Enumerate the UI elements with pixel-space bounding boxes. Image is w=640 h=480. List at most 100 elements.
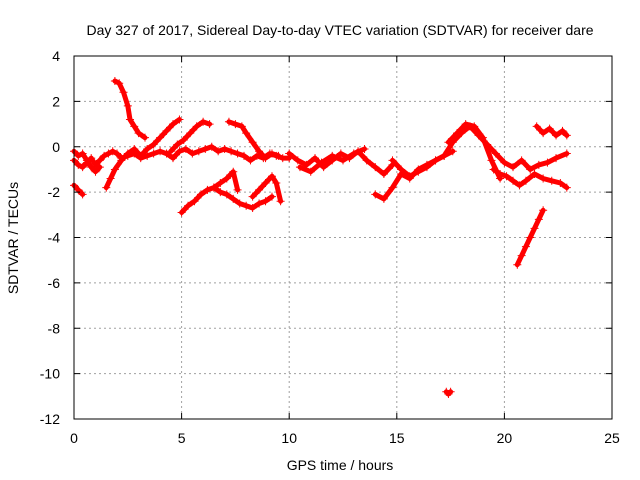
data-point — [220, 145, 229, 154]
y-tick-label: 0 — [52, 139, 60, 155]
data-point — [293, 156, 302, 165]
data-point — [261, 179, 270, 188]
data-point — [379, 194, 388, 203]
data-point — [530, 169, 539, 178]
data-point — [123, 149, 132, 158]
series-outlier — [442, 387, 455, 399]
data-point — [509, 163, 518, 172]
x-tick-label: 15 — [389, 430, 405, 446]
data-point — [190, 197, 199, 206]
data-point — [175, 115, 184, 124]
data-point — [255, 185, 264, 194]
data-point — [526, 233, 535, 242]
data-point — [545, 124, 554, 133]
data-point — [431, 156, 440, 165]
data-point — [405, 172, 414, 181]
data-point — [78, 163, 87, 172]
data-point — [487, 156, 496, 165]
data-point — [233, 185, 242, 194]
data-point — [539, 129, 548, 138]
data-point — [125, 115, 134, 124]
series-arc-6 — [166, 117, 214, 156]
data-point — [110, 76, 119, 85]
data-point — [272, 179, 281, 188]
x-tick-label: 0 — [70, 430, 78, 446]
data-point — [248, 192, 257, 201]
data-point — [306, 167, 315, 176]
data-point — [216, 179, 225, 188]
data-point — [222, 190, 231, 199]
data-point — [248, 204, 257, 213]
data-point — [388, 183, 397, 192]
x-axis-label: GPS time / hours — [287, 457, 394, 473]
data-point — [379, 169, 388, 178]
data-point — [371, 190, 380, 199]
data-point — [532, 122, 541, 131]
data-point — [87, 163, 96, 172]
x-tick-label: 10 — [281, 430, 297, 446]
series-arc-7 — [177, 167, 242, 217]
y-tick-label: 2 — [52, 93, 60, 109]
data-point — [274, 151, 283, 160]
data-point — [556, 179, 565, 188]
data-point — [143, 145, 152, 154]
data-point — [82, 156, 91, 165]
data-point — [201, 145, 210, 154]
data-point — [240, 151, 249, 160]
data-point — [444, 138, 453, 147]
data-point — [78, 149, 87, 158]
data-point — [102, 183, 111, 192]
data-point — [513, 260, 522, 269]
series-arc-8 — [209, 183, 276, 213]
x-tick-label: 5 — [178, 430, 186, 446]
data-point — [175, 147, 184, 156]
data-point — [156, 133, 165, 142]
x-tick-label: 25 — [604, 430, 620, 446]
data-point — [242, 201, 251, 210]
data-point — [261, 154, 270, 163]
y-tick-label: -6 — [48, 275, 61, 291]
data-point — [530, 224, 539, 233]
y-tick-label: -8 — [48, 320, 61, 336]
data-point — [214, 147, 223, 156]
data-point — [543, 158, 552, 167]
data-point — [478, 133, 487, 142]
data-point — [521, 242, 530, 251]
series-line — [112, 78, 148, 141]
data-point — [91, 167, 100, 176]
data-point — [509, 176, 518, 185]
data-point — [237, 122, 246, 131]
data-point — [233, 149, 242, 158]
data-point — [267, 192, 276, 201]
data-point — [558, 126, 567, 135]
y-tick-label: -12 — [40, 411, 60, 427]
data-point — [224, 117, 233, 126]
data-point — [502, 172, 511, 181]
data-point — [166, 147, 175, 156]
axis-ticks: 0 5 10 15 20 25 -12 -10 -8 -6 -4 -2 0 2 4 — [40, 48, 620, 446]
data-point — [173, 140, 182, 149]
data-point — [199, 117, 208, 126]
data-point — [108, 147, 117, 156]
data-point — [229, 194, 238, 203]
data-point — [295, 163, 304, 172]
data-point — [87, 154, 96, 163]
data-point — [229, 167, 238, 176]
data-point — [552, 154, 561, 163]
data-point — [227, 147, 236, 156]
data-point — [362, 156, 371, 165]
data-point — [130, 122, 139, 131]
data-point — [539, 174, 548, 183]
data-point — [534, 215, 543, 224]
series-arc-3 — [70, 181, 87, 199]
series-arc-12 — [295, 145, 369, 176]
data-point — [552, 131, 561, 140]
data-point — [119, 88, 128, 97]
data-point — [91, 160, 100, 169]
data-point — [242, 129, 251, 138]
data-point — [489, 165, 498, 174]
data-point — [95, 163, 104, 172]
data-point — [235, 199, 244, 208]
data-point — [422, 163, 431, 172]
data-point — [255, 199, 264, 208]
